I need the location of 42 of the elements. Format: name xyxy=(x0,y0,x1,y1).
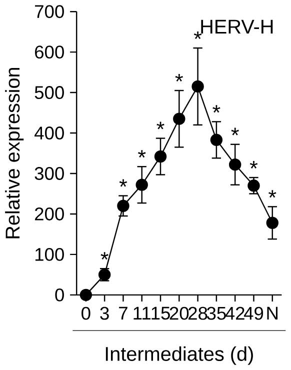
x-tick-label: 7 xyxy=(119,306,128,320)
annotation: * xyxy=(212,105,220,113)
y-tick-label: 600 xyxy=(35,46,64,59)
y-tick-label: 500 xyxy=(34,86,64,100)
chart-title: HERV-H xyxy=(201,20,273,34)
y-tick-label: 400 xyxy=(34,126,64,140)
y-tick-label: 300 xyxy=(34,167,64,180)
point xyxy=(229,158,242,171)
point xyxy=(154,150,167,163)
point xyxy=(192,80,204,93)
x-tick-label: 11 xyxy=(134,306,151,320)
annotation: * xyxy=(138,150,146,158)
y-tick-label: 200 xyxy=(35,207,64,220)
annotation: * xyxy=(175,74,184,82)
x-tick-label: 28 xyxy=(188,306,208,320)
point xyxy=(80,288,92,302)
point xyxy=(117,200,130,212)
point xyxy=(173,112,186,125)
x-tick-label: N xyxy=(267,306,278,320)
annotation: * xyxy=(268,190,276,198)
point xyxy=(210,134,223,146)
point xyxy=(136,178,148,191)
annotation: * xyxy=(250,161,258,168)
y-tick-label: 700 xyxy=(35,5,64,18)
x-tick-label: 49 xyxy=(244,306,264,320)
annotation: * xyxy=(156,122,164,130)
y-axis-title: Relative expression xyxy=(5,68,24,238)
x-tick-label: 42 xyxy=(225,306,244,320)
annotation: * xyxy=(100,252,109,260)
point xyxy=(248,180,260,192)
y-tick-label: 0 xyxy=(55,288,64,302)
x-tick-label: 0 xyxy=(82,306,90,320)
x-axis-title: Intermediates (d) xyxy=(106,346,254,365)
annotation: * xyxy=(194,31,202,39)
annotation: * xyxy=(120,179,128,187)
x-tick-label: 15 xyxy=(152,306,170,320)
point xyxy=(266,216,279,229)
annotation: * xyxy=(231,128,240,136)
x-tick-label: 35 xyxy=(207,306,226,320)
x-tick-label: 3 xyxy=(100,306,109,320)
x-tick-label: 20 xyxy=(170,306,189,320)
y-tick-label: 100 xyxy=(36,248,64,261)
